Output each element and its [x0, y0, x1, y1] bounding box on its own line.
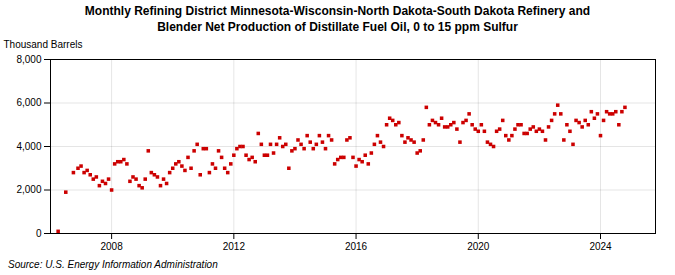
svg-text:8,000: 8,000 — [16, 54, 41, 65]
svg-text:4,000: 4,000 — [16, 141, 41, 152]
svg-text:0: 0 — [36, 228, 42, 239]
html-text:Monthly Refining District Minn: Monthly Refining District Minnesota-Wisc… — [84, 4, 591, 34]
svg-text:6,000: 6,000 — [16, 97, 41, 108]
svg-text:2008: 2008 — [100, 241, 123, 252]
svg-text:2016: 2016 — [345, 241, 368, 252]
svg-text:Thousand Barrels: Thousand Barrels — [4, 39, 83, 50]
svg-text:2012: 2012 — [223, 241, 246, 252]
html-text:Source: U.S. Energy Informatio: Source: U.S. Energy Information Administ… — [8, 259, 218, 271]
svg-text:2,000: 2,000 — [16, 184, 41, 195]
svg-text:2024: 2024 — [589, 241, 612, 252]
svg-text:2020: 2020 — [467, 241, 490, 252]
